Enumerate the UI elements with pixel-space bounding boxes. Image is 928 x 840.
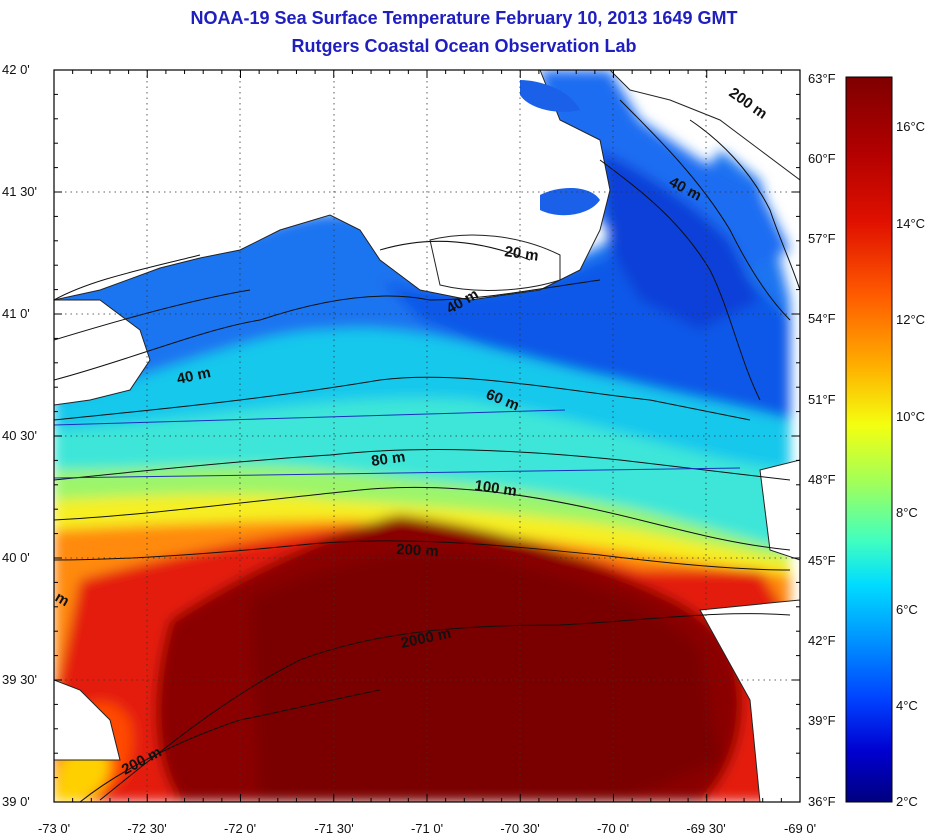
celsius-label: 10°C xyxy=(896,409,925,424)
graticule xyxy=(54,70,800,802)
isobath-label: 200 m xyxy=(396,541,439,560)
longitude-labels: -73 0' -72 30' -72 0' -71 30' -71 0' -70… xyxy=(38,821,816,836)
fahrenheit-label: 60°F xyxy=(808,151,836,166)
lat-label: 41 30' xyxy=(2,184,37,199)
map-subtitle: Rutgers Coastal Ocean Observation Lab xyxy=(291,36,637,56)
isobath-label: 100 m xyxy=(473,477,517,500)
sst-field xyxy=(54,70,790,802)
lat-label: 42 0' xyxy=(2,62,30,77)
lon-label: -71 30' xyxy=(314,821,353,836)
fahrenheit-label: 39°F xyxy=(808,713,836,728)
celsius-label: 14°C xyxy=(896,216,925,231)
celsius-labels: 16°C 14°C 12°C 10°C 8°C 6°C 4°C 2°C xyxy=(896,119,925,809)
fahrenheit-label: 45°F xyxy=(808,553,836,568)
celsius-label: 8°C xyxy=(896,505,918,520)
lon-label: -72 0' xyxy=(224,821,256,836)
celsius-label: 4°C xyxy=(896,698,918,713)
lon-label: -73 0' xyxy=(38,821,70,836)
fahrenheit-label: 42°F xyxy=(808,633,836,648)
lon-label: -70 30' xyxy=(500,821,539,836)
map-area: 200 m 40 m 20 m 40 m 40 m 60 m 80 m 100 … xyxy=(54,70,800,802)
tick-marks xyxy=(53,69,801,803)
latitude-labels: 42 0' 41 30' 41 0' 40 30' 40 0' 39 30' 3… xyxy=(2,62,37,809)
fahrenheit-label: 63°F xyxy=(808,71,836,86)
lat-label: 40 0' xyxy=(2,550,30,565)
isobath-label: 20 m xyxy=(503,243,539,265)
celsius-label: 2°C xyxy=(896,794,918,809)
lon-label: -69 30' xyxy=(686,821,725,836)
lat-label: 40 30' xyxy=(2,428,37,443)
lat-label: 41 0' xyxy=(2,306,30,321)
lon-label: -72 30' xyxy=(127,821,166,836)
fahrenheit-label: 48°F xyxy=(808,472,836,487)
celsius-label: 6°C xyxy=(896,602,918,617)
isobath-label: 80 m xyxy=(370,448,406,470)
lat-label: 39 0' xyxy=(2,794,30,809)
fahrenheit-label: 51°F xyxy=(808,392,836,407)
fahrenheit-labels: 63°F 60°F 57°F 54°F 51°F 48°F 45°F 42°F … xyxy=(808,71,836,809)
land xyxy=(54,70,800,802)
isobath-label: 40 m xyxy=(175,364,212,388)
celsius-label: 12°C xyxy=(896,312,925,327)
bathymetry-contours xyxy=(54,99,800,802)
fahrenheit-label: 57°F xyxy=(808,231,836,246)
celsius-label: 16°C xyxy=(896,119,925,134)
fahrenheit-label: 36°F xyxy=(808,794,836,809)
lon-label: -71 0' xyxy=(411,821,443,836)
colorbar xyxy=(845,76,893,803)
lon-label: -69 0' xyxy=(784,821,816,836)
map-title: NOAA-19 Sea Surface Temperature February… xyxy=(190,8,738,28)
lat-label: 39 30' xyxy=(2,672,37,687)
lon-label: -70 0' xyxy=(597,821,629,836)
fahrenheit-label: 54°F xyxy=(808,311,836,326)
